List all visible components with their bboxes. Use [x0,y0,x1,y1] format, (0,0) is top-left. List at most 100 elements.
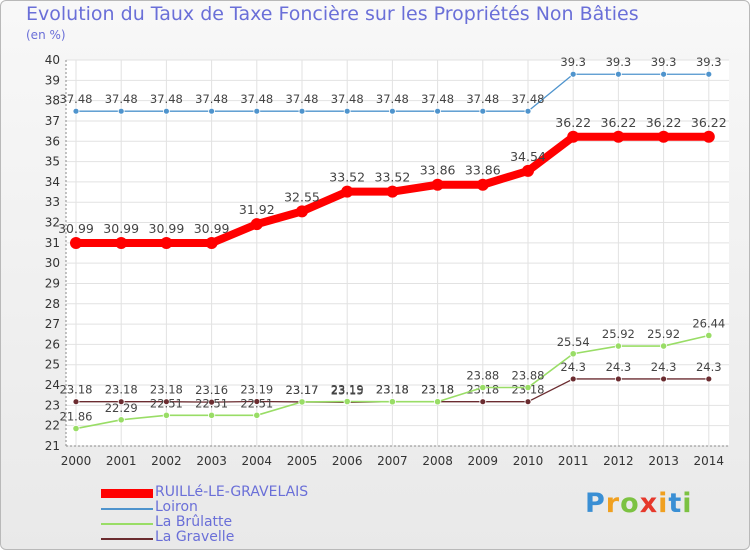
data-point [208,411,216,419]
data-point [72,107,80,115]
y-tick-label: 24 [45,378,60,392]
x-tick-label: 2004 [242,454,273,468]
data-point [612,130,625,143]
y-tick-label: 30 [45,256,60,270]
data-point [386,185,399,198]
data-point [705,331,713,340]
data-label: 37.48 [195,92,228,106]
data-label: 23.15 [331,383,364,397]
data-label: 39.3 [696,55,722,69]
data-point [296,205,308,218]
data-label: 30.99 [149,221,185,236]
data-point [72,398,80,406]
data-label: 24.3 [606,360,632,374]
data-label: 39.3 [560,55,586,69]
data-point [615,375,622,383]
data-label: 24.3 [560,360,586,374]
data-label: 23.17 [286,383,319,397]
y-tick-label: 36 [45,134,60,148]
data-point [659,342,668,350]
y-unit-label: (en %) [26,28,66,42]
x-tick-label: 2002 [151,454,182,468]
data-point [657,130,670,143]
data-point [341,185,354,198]
x-tick-label: 2008 [422,454,453,468]
data-point [253,107,261,115]
y-tick-label: 25 [45,358,60,372]
x-tick-label: 2003 [196,454,227,468]
data-point [569,350,577,358]
data-label: 23.18 [421,383,454,397]
y-tick-label: 29 [45,276,60,290]
data-label: 37.48 [286,92,319,106]
data-point [115,237,128,250]
data-point [250,218,263,231]
data-point [524,398,532,406]
y-tick-label: 31 [45,236,60,250]
legend-label: Loiron [155,499,198,515]
y-tick-label: 38 [45,94,60,108]
x-tick-label: 2014 [694,454,725,468]
data-label: 22.51 [240,396,273,410]
data-point [205,237,218,250]
data-point [524,107,532,115]
data-point [160,237,173,250]
data-point [569,375,577,383]
data-label: 37.48 [150,92,183,106]
data-label: 36.22 [555,115,591,130]
data-label: 37.48 [512,92,545,106]
y-tick-label: 27 [45,317,60,331]
data-label: 23.88 [466,368,499,382]
data-label: 30.99 [194,221,230,236]
data-point [569,70,577,78]
data-label: 37.48 [376,92,409,106]
y-tick-label: 39 [45,73,60,87]
data-label: 23.19 [240,383,273,397]
data-point [162,107,170,115]
x-tick-label: 2006 [332,454,363,468]
data-label: 24.3 [651,360,677,374]
data-label: 23.88 [512,368,545,382]
y-tick-label: 21 [45,439,60,453]
data-label: 21.86 [60,410,93,424]
data-label: 25.92 [602,327,635,341]
data-label: 23.19 [331,383,364,397]
data-label: 23.18 [150,383,183,397]
x-tick-label: 2012 [603,454,634,468]
data-point [524,383,532,392]
y-tick-label: 28 [45,297,60,311]
data-label: 36.22 [601,115,637,130]
data-point [388,107,396,115]
x-tick-label: 2011 [558,454,589,468]
y-tick-label: 22 [45,419,60,433]
data-label: 22.51 [195,396,228,410]
data-label: 30.99 [103,221,139,236]
y-tick-label: 35 [45,155,60,169]
data-label: 23.18 [60,383,93,397]
data-point [117,398,125,406]
data-label: 23.18 [376,383,409,397]
data-label: 26.44 [692,316,725,330]
data-label: 23.18 [376,383,409,397]
legend-swatch [101,523,153,525]
chart-title: Evolution du Taux de Taxe Foncière sur l… [26,3,639,25]
data-label: 33.52 [329,170,365,185]
data-label: 34.54 [510,149,546,164]
data-label: 25.54 [557,335,590,349]
data-point [479,383,487,392]
data-point [208,107,216,115]
data-point [117,416,125,424]
y-tick-label: 32 [45,216,60,230]
data-label: 23.18 [105,383,138,397]
data-point [522,164,534,177]
data-label: 33.86 [420,163,456,178]
data-label: 39.3 [651,55,677,69]
data-point [705,375,713,383]
data-point [253,398,261,405]
data-point [162,398,170,406]
data-label: 37.48 [60,92,93,106]
data-point [660,375,667,383]
data-point [72,424,80,433]
data-point [567,130,580,143]
x-tick-label: 2005 [287,454,318,468]
